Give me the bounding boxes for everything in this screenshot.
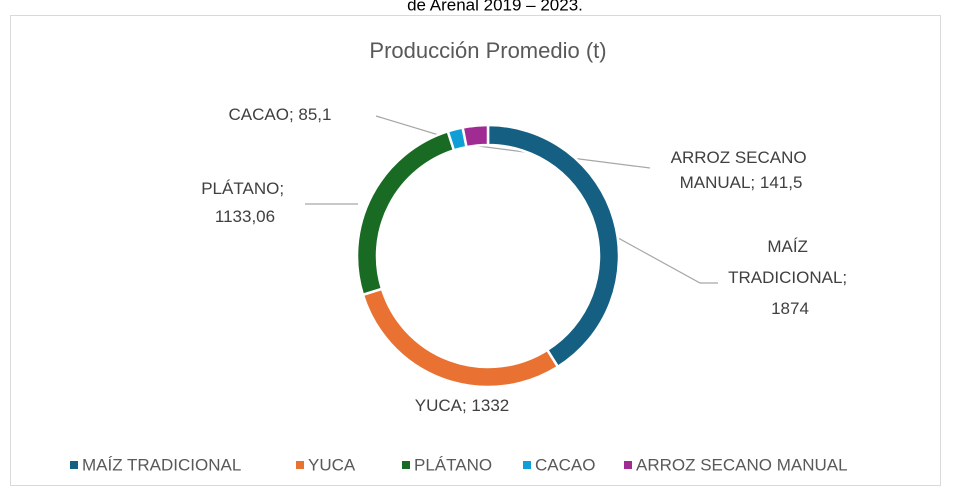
legend-swatch: [523, 461, 531, 469]
legend-label: MAÍZ TRADICIONAL: [82, 455, 241, 474]
legend-label: YUCA: [308, 455, 356, 474]
chart-title: Producción Promedio (t): [369, 38, 606, 63]
data-label: ARROZ SECANO MANUAL; 141,5: [671, 148, 812, 192]
legend-label: ARROZ SECANO MANUAL: [636, 455, 848, 474]
legend-swatch: [624, 461, 632, 469]
data-label: CACAO; 85,1: [229, 105, 332, 124]
legend-swatch: [402, 461, 410, 469]
data-label: MAÍZ TRADICIONAL; 1874: [728, 237, 852, 318]
data-label: PLÁTANO; 1133,06: [201, 179, 289, 226]
leader-line: [599, 227, 718, 284]
legend-label: CACAO: [535, 455, 595, 474]
data-label: YUCA; 1332: [415, 396, 510, 415]
chart-frame: [10, 15, 941, 486]
legend-swatch: [70, 461, 78, 469]
legend-label: PLÁTANO: [414, 455, 492, 474]
legend-swatch: [296, 461, 304, 469]
donut-slice: [461, 123, 490, 149]
caption-fragment: de Arenal 2019 – 2023.: [407, 0, 583, 14]
